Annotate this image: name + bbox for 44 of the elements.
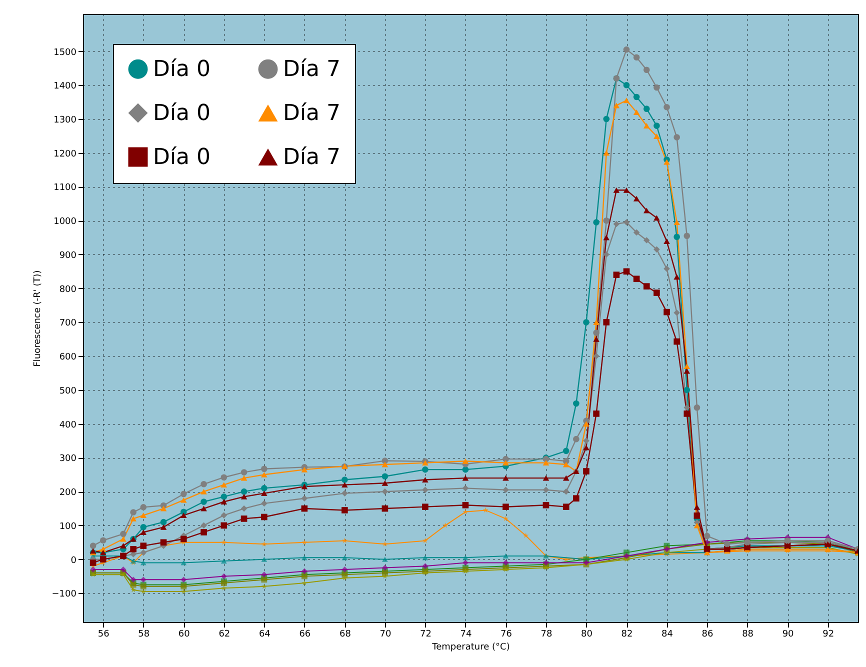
y-tick-label: 1400: [54, 82, 77, 92]
y-tick-label: 500: [59, 386, 77, 396]
y-tick-label: 1000: [54, 217, 77, 228]
x-tick-label: 56: [98, 630, 110, 640]
legend-label: Día 7: [283, 101, 341, 126]
x-tick-label: 62: [218, 630, 230, 640]
legend-label: Día 7: [283, 57, 341, 82]
legend-label: Día 7: [283, 145, 341, 170]
x-tick-label: 76: [500, 630, 512, 640]
y-tick-label: 900: [59, 250, 77, 261]
x-tick-label: 74: [460, 630, 472, 640]
y-tick-label: 800: [59, 284, 77, 295]
y-axis-title: Fluorescence (-R' (T)): [32, 270, 43, 367]
x-tick-label: 86: [702, 630, 714, 640]
x-tick-label: 78: [540, 630, 552, 640]
legend-label: Día 0: [153, 101, 211, 126]
y-tick-label: −100: [52, 590, 77, 600]
x-tick-label: 60: [178, 630, 190, 640]
x-tick-label: 80: [581, 630, 593, 640]
x-tick-label: 70: [380, 630, 392, 640]
y-tick-label: 700: [59, 318, 77, 329]
legend-label: Día 0: [153, 145, 211, 170]
y-tick-label: 600: [59, 352, 77, 363]
y-tick-label: 0: [70, 556, 77, 566]
x-tick-label: 66: [299, 630, 311, 640]
y-tick-label: 100: [59, 522, 77, 532]
y-tick-label: 1300: [54, 116, 77, 126]
x-tick-label: 92: [822, 630, 834, 640]
x-tick-label: 84: [662, 630, 674, 640]
y-tick-label: 1200: [54, 149, 77, 160]
x-axis-title: Temperature (°C): [431, 642, 510, 652]
y-tick-label: 1500: [54, 48, 77, 58]
x-tick-label: 72: [420, 630, 432, 640]
x-tick-label: 90: [782, 630, 794, 640]
y-tick-label: 200: [59, 488, 77, 498]
x-tick-label: 64: [258, 630, 271, 640]
x-tick-label: 88: [742, 630, 754, 640]
y-tick-label: 1100: [54, 183, 77, 194]
y-tick-label: 300: [59, 454, 77, 464]
legend-label: Día 0: [153, 57, 211, 82]
x-tick-label: 68: [339, 630, 352, 640]
x-tick-label: 82: [621, 630, 633, 640]
y-tick-label: 400: [59, 420, 77, 430]
x-tick-label: 58: [138, 630, 150, 640]
